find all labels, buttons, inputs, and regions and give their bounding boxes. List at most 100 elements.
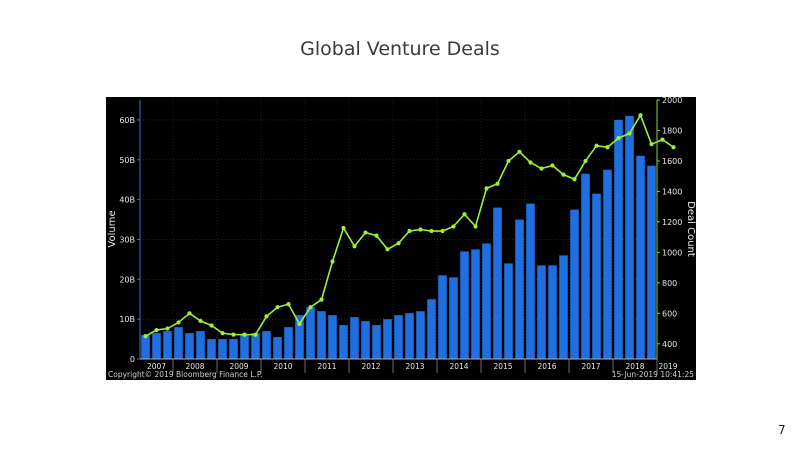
right-tick-label: 1600 [662, 157, 682, 166]
volume-bar [614, 119, 623, 359]
deal-count-point [429, 228, 434, 234]
deal-count-point [517, 149, 522, 154]
venture-deals-chart: 0 10B 20B 30B 40B 50B 60B 400 600 800 1000 1200 140… [106, 96, 696, 380]
deal-count-point [572, 177, 577, 182]
y2-axis-label: Deal Count [685, 201, 696, 257]
volume-bar [207, 339, 216, 359]
left-tick-label: 30B [119, 235, 135, 244]
deal-count-point [550, 163, 555, 168]
left-axis-ticks: 0 10B 20B 30B 40B 50B 60B [119, 116, 140, 364]
volume-bar [526, 203, 535, 359]
deal-count-point [209, 323, 214, 328]
left-tick-label: 10B [119, 315, 135, 324]
volume-bar [284, 327, 293, 359]
volume-bar [636, 155, 645, 359]
volume-bar [174, 327, 183, 359]
right-tick-label: 2000 [662, 97, 682, 105]
deal-count-point [242, 332, 247, 337]
deal-count-point [418, 227, 423, 232]
chart-panel: 0 10B 20B 30B 40B 50B 60B 400 600 800 1000 1200 140… [106, 96, 696, 380]
right-tick-label: 1800 [662, 126, 682, 135]
volume-bar [537, 265, 546, 359]
deal-count-point [649, 142, 654, 147]
volume-bar [383, 319, 392, 359]
year-label: 2019 [658, 362, 677, 371]
timestamp-text: 15-Jun-2019 10:41:25 [612, 370, 694, 379]
deal-count-point [363, 230, 368, 235]
right-axis-ticks: 400 600 800 1000 1200 1400 1600 1800 2000 [657, 96, 682, 349]
volume-bar [262, 331, 271, 359]
deal-count-point [451, 224, 456, 229]
deal-count-point [176, 320, 181, 325]
right-tick-label: 1000 [662, 248, 682, 257]
volume-bar [339, 325, 348, 359]
volume-bars [141, 115, 656, 359]
volume-bar [141, 335, 150, 359]
volume-bar [361, 321, 370, 359]
volume-bar [317, 311, 326, 359]
volume-bar [460, 251, 469, 359]
deal-count-point [352, 244, 357, 249]
right-tick-label: 1400 [662, 187, 682, 196]
volume-bar [185, 333, 194, 359]
deal-count-point [561, 172, 566, 177]
deal-count-point [660, 137, 665, 142]
deal-count-point [462, 212, 467, 217]
deal-count-point [671, 145, 676, 150]
deal-count-point [220, 331, 225, 336]
volume-bar [218, 339, 227, 359]
year-label: 2010 [273, 362, 292, 371]
volume-bar [592, 193, 601, 359]
deal-count-point [528, 160, 533, 165]
deal-count-point [440, 228, 445, 234]
deal-count-point [319, 297, 324, 302]
left-tick-label: 50B [119, 156, 135, 165]
deal-count-point [583, 158, 588, 164]
deal-count-point [264, 314, 269, 319]
y-axis-label: Volume [107, 210, 118, 247]
year-label: 2013 [405, 362, 424, 371]
deal-count-point [253, 332, 258, 337]
volume-bar [163, 331, 172, 359]
left-tick-label: 20B [119, 275, 135, 284]
volume-bar [647, 165, 656, 359]
volume-bar [449, 277, 458, 359]
year-label: 2011 [317, 362, 336, 371]
volume-bar [405, 313, 414, 359]
volume-bar [306, 307, 315, 359]
deal-count-point [154, 327, 159, 333]
volume-bar [438, 275, 447, 359]
deal-count-point [198, 318, 203, 324]
deal-count-point [616, 135, 621, 141]
deal-count-point [231, 332, 236, 337]
volume-bar [295, 315, 304, 359]
deal-count-point [473, 224, 478, 229]
deal-count-point [407, 228, 412, 234]
volume-bar [152, 333, 161, 359]
year-label: 2015 [493, 362, 512, 371]
slide-number: 7 [778, 423, 786, 437]
deal-count-point [297, 321, 302, 327]
deal-count-point [495, 181, 500, 186]
volume-bar [493, 207, 502, 359]
volume-bar [328, 315, 337, 359]
deal-count-point [605, 145, 610, 150]
deal-count-line [143, 113, 676, 339]
left-tick-label: 60B [119, 116, 135, 125]
deal-count-point [627, 131, 632, 136]
year-label: 2017 [581, 362, 600, 371]
right-tick-label: 1200 [662, 218, 682, 227]
deal-count-point [396, 241, 401, 246]
right-tick-label: 800 [662, 279, 677, 288]
year-label: 2008 [185, 362, 204, 371]
volume-bar [196, 331, 205, 359]
volume-bar [482, 243, 491, 359]
volume-bar [427, 299, 436, 359]
axes [139, 100, 658, 360]
deal-count-point [286, 302, 291, 307]
deal-count-point [638, 113, 643, 118]
volume-bar [229, 339, 238, 359]
volume-bar [581, 173, 590, 359]
deal-count-point [308, 305, 313, 310]
volume-bar [625, 115, 634, 359]
